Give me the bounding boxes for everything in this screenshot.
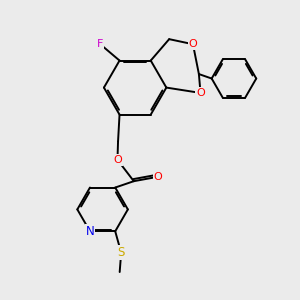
Text: O: O	[154, 172, 163, 182]
Text: O: O	[189, 39, 197, 49]
Text: N: N	[85, 225, 94, 238]
Text: O: O	[113, 155, 122, 165]
Text: S: S	[118, 246, 125, 259]
Text: F: F	[97, 39, 104, 49]
Text: O: O	[196, 88, 205, 98]
